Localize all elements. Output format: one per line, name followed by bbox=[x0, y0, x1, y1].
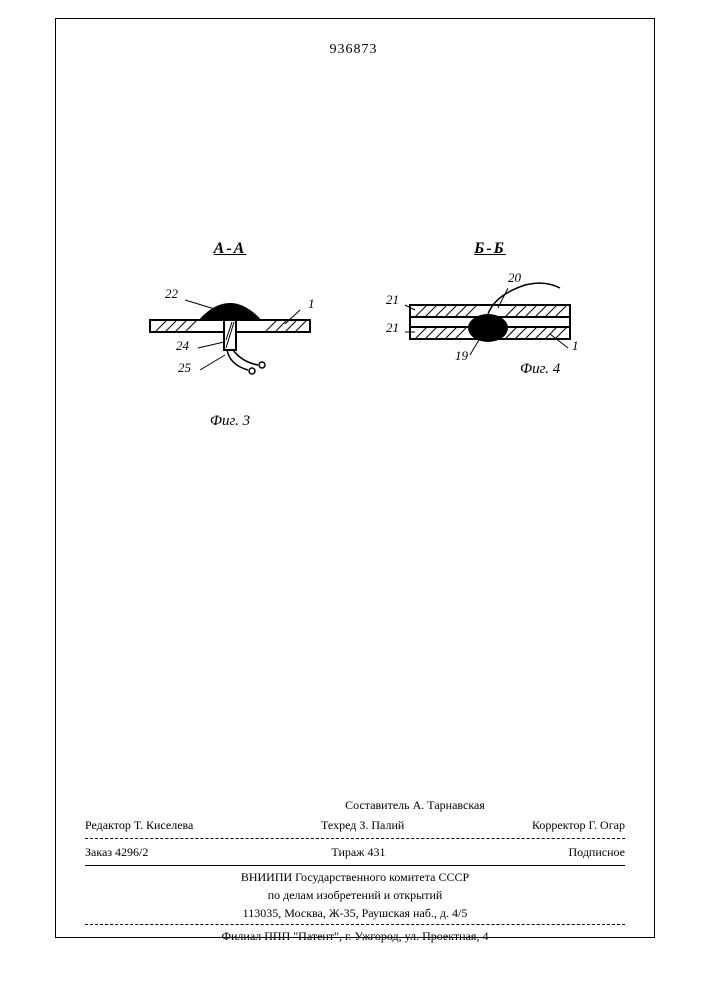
branch: Филиал ППП "Патент", г. Ужгород, ул. Про… bbox=[85, 927, 625, 945]
ref-21b: 21 bbox=[386, 320, 399, 336]
fig3-caption: Фиг. 3 bbox=[130, 413, 330, 430]
ref-22: 22 bbox=[165, 286, 178, 302]
order-row: Заказ 4296/2 Тираж 431 Подписное bbox=[85, 841, 625, 863]
section-label-aa: А-А bbox=[130, 240, 330, 258]
address: 113035, Москва, Ж-35, Раушская наб., д. … bbox=[85, 904, 625, 922]
dashed-rule-1 bbox=[85, 838, 625, 839]
figure-4: Б-Б bbox=[380, 240, 600, 385]
corrector: Корректор Г. Огар bbox=[532, 816, 625, 834]
compiler-line: Составитель А. Тарнавская bbox=[85, 796, 625, 814]
ref-1-right: 1 bbox=[572, 338, 579, 354]
footer-block: Составитель А. Тарнавская Редактор Т. Ки… bbox=[85, 796, 625, 945]
ref-21a: 21 bbox=[386, 292, 399, 308]
tirazh: Тираж 431 bbox=[331, 843, 385, 861]
figure-4-svg bbox=[380, 270, 600, 380]
tehred: Техред З. Палий bbox=[321, 816, 404, 834]
org1: ВНИИПИ Государственного комитета СССР bbox=[85, 868, 625, 886]
solid-rule bbox=[85, 865, 625, 866]
fig4-caption: Фиг. 4 bbox=[520, 361, 560, 378]
order: Заказ 4296/2 bbox=[85, 843, 148, 861]
editor-row: Редактор Т. Киселева Техред З. Палий Кор… bbox=[85, 814, 625, 836]
org2: по делам изобретений и открытий bbox=[85, 886, 625, 904]
figure-3-svg bbox=[130, 270, 330, 390]
subscription: Подписное bbox=[569, 843, 626, 861]
document-number: 936873 bbox=[0, 42, 707, 58]
ref-20: 20 bbox=[508, 270, 521, 286]
ref-24: 24 bbox=[176, 338, 189, 354]
ref-1-left: 1 bbox=[308, 296, 315, 312]
ref-25: 25 bbox=[178, 360, 191, 376]
figure-3: А-А bbox=[130, 240, 330, 430]
figures-region: А-А bbox=[130, 240, 600, 440]
editor: Редактор Т. Киселева bbox=[85, 816, 193, 834]
dashed-rule-2 bbox=[85, 924, 625, 925]
ref-19: 19 bbox=[455, 348, 468, 364]
section-label-bb: Б-Б bbox=[380, 240, 600, 258]
